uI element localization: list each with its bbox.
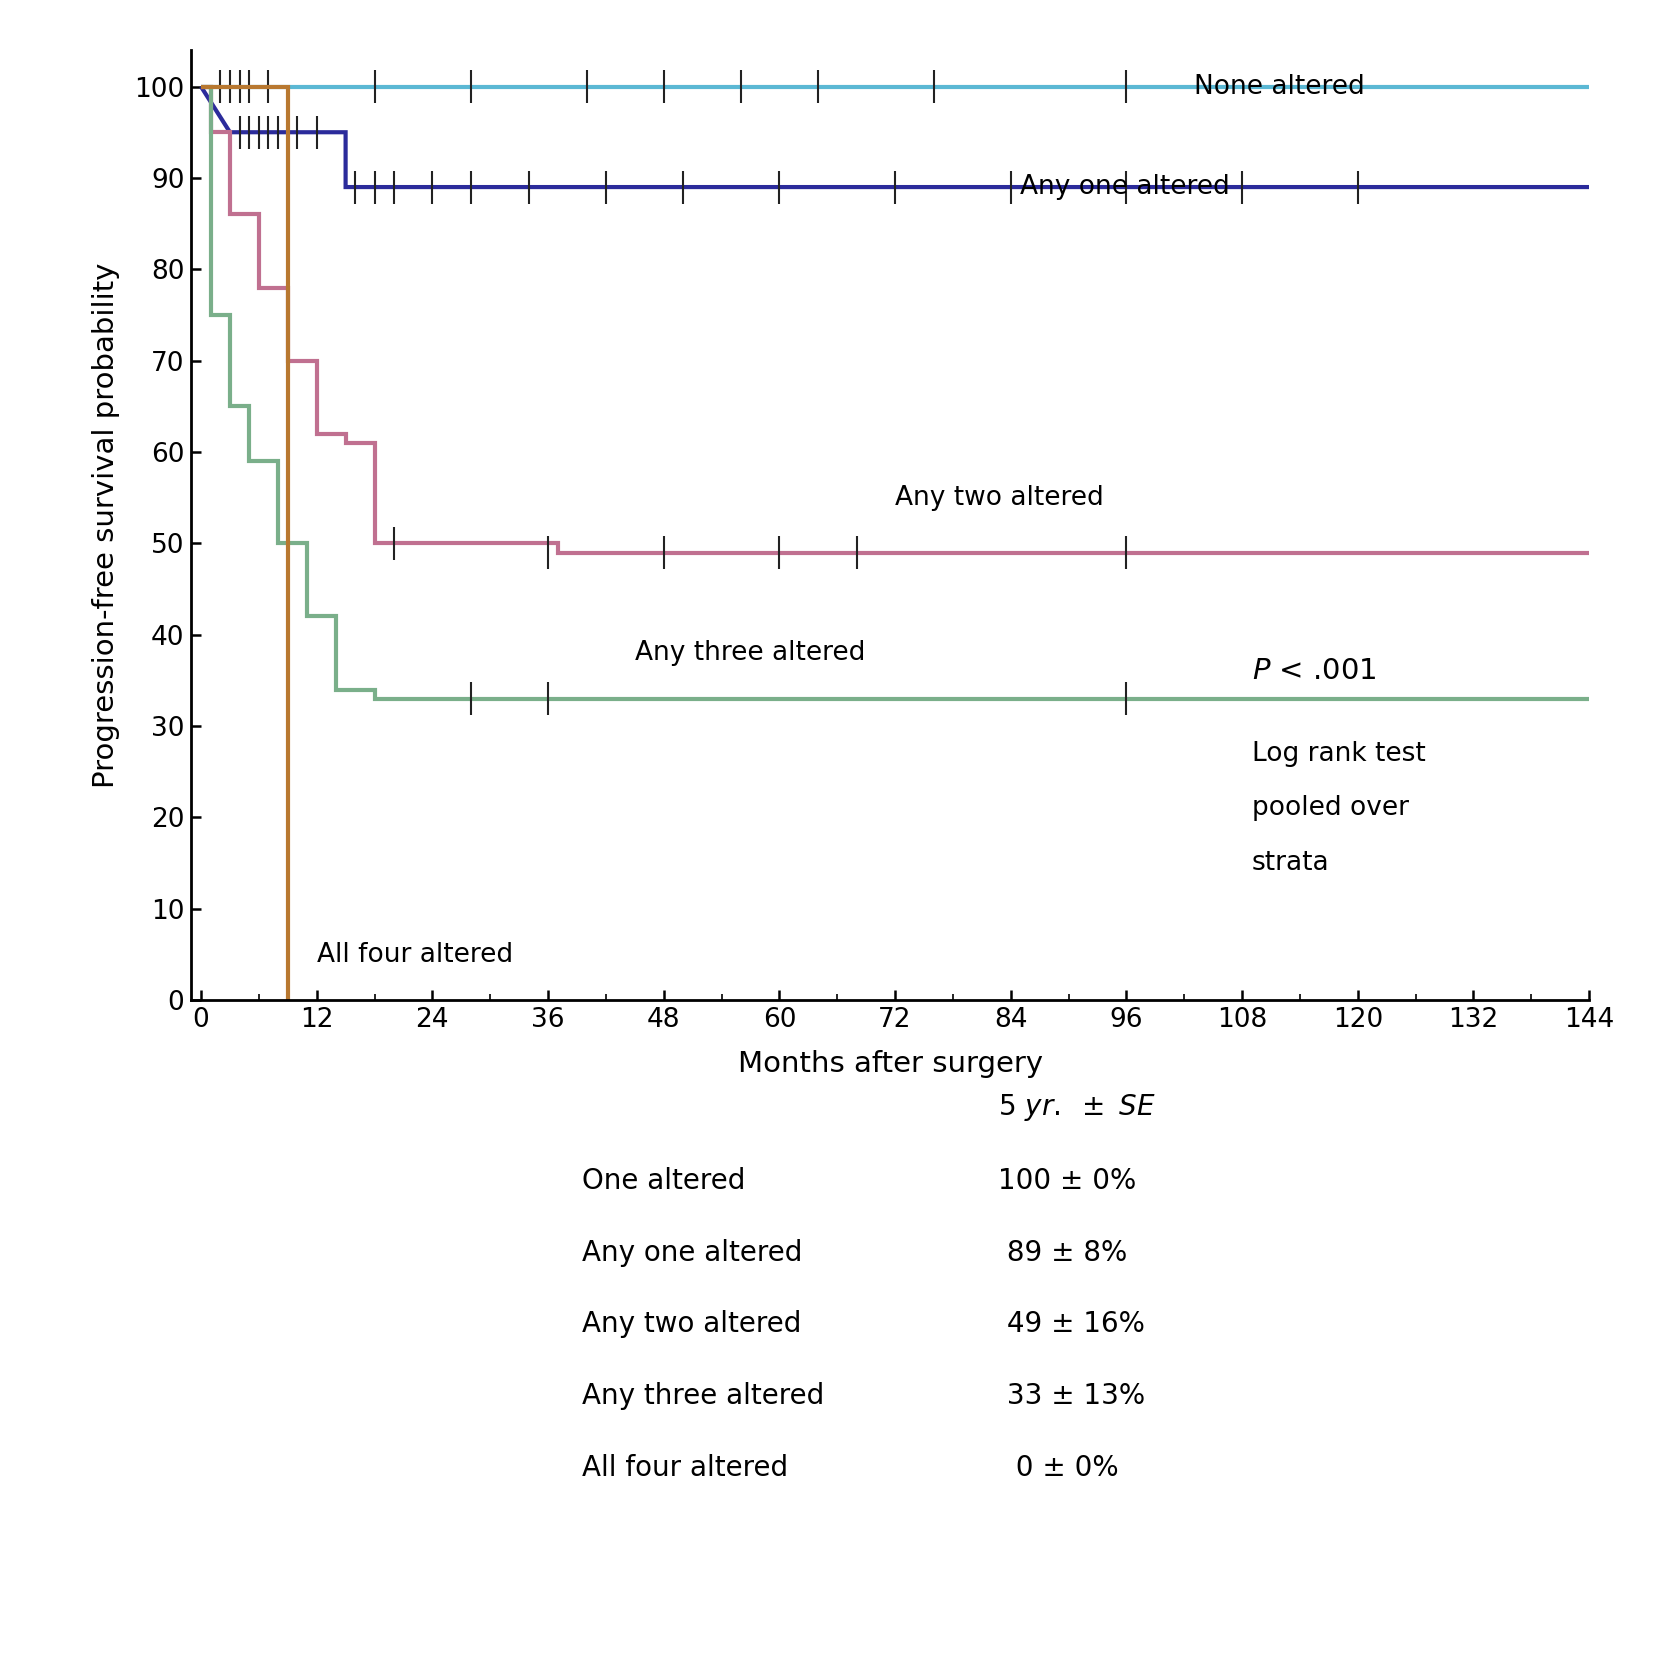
Y-axis label: Progression-free survival probability: Progression-free survival probability bbox=[92, 262, 120, 788]
Text: 49 ± 16%: 49 ± 16% bbox=[998, 1310, 1145, 1339]
Text: All four altered: All four altered bbox=[316, 942, 513, 967]
Text: $\mathit{P}$ < .001: $\mathit{P}$ < .001 bbox=[1251, 657, 1376, 685]
Text: pooled over: pooled over bbox=[1251, 795, 1409, 822]
Text: 33 ± 13%: 33 ± 13% bbox=[998, 1382, 1145, 1410]
Text: All four altered: All four altered bbox=[582, 1454, 789, 1482]
Text: Any three altered: Any three altered bbox=[634, 640, 865, 667]
Text: Any three altered: Any three altered bbox=[582, 1382, 825, 1410]
Text: $5\ \mathit{yr.}\ \pm\ \mathit{SE}$: $5\ \mathit{yr.}\ \pm\ \mathit{SE}$ bbox=[998, 1092, 1156, 1124]
Text: 0 ± 0%: 0 ± 0% bbox=[998, 1454, 1118, 1482]
Text: 100 ± 0%: 100 ± 0% bbox=[998, 1167, 1137, 1195]
Text: Any two altered: Any two altered bbox=[895, 485, 1103, 510]
Text: One altered: One altered bbox=[582, 1167, 745, 1195]
Text: strata: strata bbox=[1251, 850, 1330, 877]
Text: Any one altered: Any one altered bbox=[582, 1239, 802, 1267]
X-axis label: Months after surgery: Months after surgery bbox=[737, 1050, 1043, 1079]
Text: Any two altered: Any two altered bbox=[582, 1310, 802, 1339]
Text: Log rank test: Log rank test bbox=[1251, 740, 1426, 767]
Text: Any one altered: Any one altered bbox=[1020, 173, 1230, 200]
Text: 89 ± 8%: 89 ± 8% bbox=[998, 1239, 1128, 1267]
Text: None altered: None altered bbox=[1193, 73, 1364, 100]
